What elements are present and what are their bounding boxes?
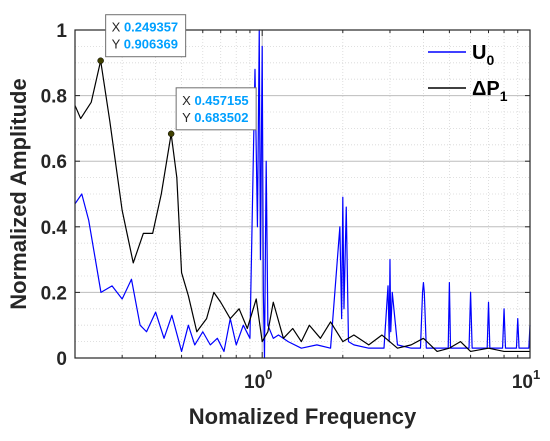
series-line-0 (74, 29, 531, 359)
legend-entry-1: ΔP1 (472, 78, 508, 104)
y-tick-label: 0 (56, 349, 67, 370)
y-tick-label: 0.4 (41, 218, 68, 239)
datatip-y-0: Y 0.906369 (112, 37, 178, 52)
datatip-x-1: X 0.457155 (182, 93, 249, 108)
x-tick-label: 100 (244, 367, 272, 393)
datatip-box-0 (105, 14, 187, 58)
ticks: 0 0.2 0.4 0.6 0.8 1 100 101 (41, 21, 541, 393)
axes-box (74, 29, 531, 359)
grid (75, 30, 530, 358)
series-layer (74, 29, 531, 359)
y-tick-label: 1 (56, 21, 67, 42)
datatip-marker-0 (97, 57, 104, 64)
datatip-marker-1 (167, 130, 175, 138)
datatip-y-1: Y 0.683502 (182, 110, 248, 125)
datatip-x-0: X 0.249357 (112, 20, 179, 35)
series-line-1 (74, 60, 530, 353)
y-tick-label: 0.8 (41, 87, 67, 108)
datatip-box-1 (175, 87, 257, 131)
legend-entry-0: U0 (472, 42, 494, 68)
datatips: X 0.249357 Y 0.906369 X 0.457155 Y 0.683502 (97, 14, 257, 138)
y-axis-label: Normalized Amplitude (6, 78, 31, 309)
y-tick-label: 0.2 (41, 283, 67, 304)
x-axis-label: Nomalized Frequency (189, 404, 417, 429)
y-tick-label: 0.6 (41, 152, 67, 173)
x-tick-label: 101 (512, 367, 540, 393)
